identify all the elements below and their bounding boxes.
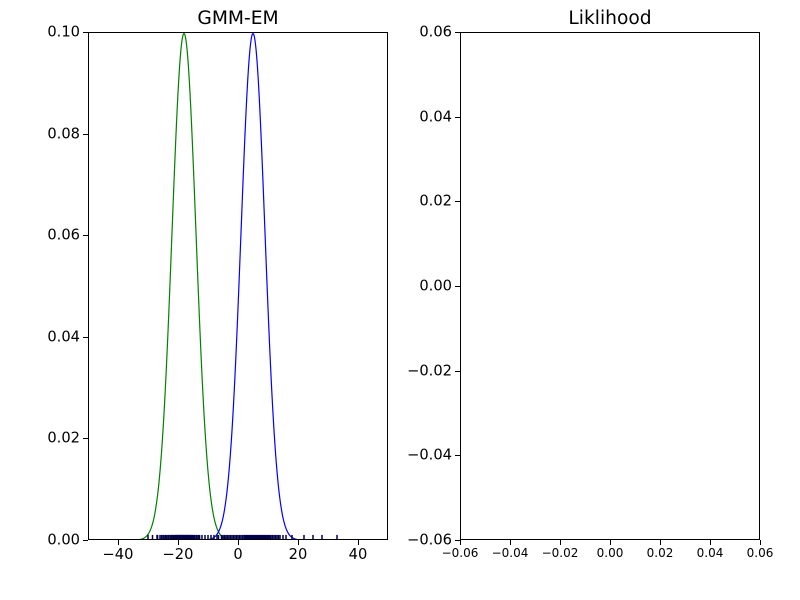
likelihood-plot <box>460 32 760 540</box>
ytick-mark <box>455 371 460 372</box>
xtick-mark <box>460 540 461 545</box>
ytick-label: 0.04 <box>382 108 452 125</box>
xtick-mark <box>760 540 761 545</box>
ytick-label: −0.02 <box>382 362 452 379</box>
ytick-mark <box>455 286 460 287</box>
xtick-label: 0.06 <box>747 546 774 560</box>
ytick-mark <box>83 32 88 33</box>
xtick-label: 0.02 <box>647 546 674 560</box>
gmm-em-axes: GMM-EM −40−20020400.000.020.040.060.080.… <box>88 32 388 540</box>
xtick-label: −0.02 <box>542 546 579 560</box>
ytick-mark <box>455 455 460 456</box>
xtick-label: −0.04 <box>492 546 529 560</box>
ytick-mark <box>455 117 460 118</box>
component-green <box>88 33 388 540</box>
xtick-mark <box>710 540 711 545</box>
xtick-mark <box>358 540 359 545</box>
xtick-label: −20 <box>163 546 194 563</box>
ytick-label: −0.06 <box>382 532 452 549</box>
ytick-mark <box>83 438 88 439</box>
ytick-label: 0.00 <box>382 278 452 295</box>
xtick-mark <box>510 540 511 545</box>
xtick-label: 20 <box>289 546 308 563</box>
component-blue <box>88 33 388 540</box>
xtick-mark <box>610 540 611 545</box>
ytick-label: 0.08 <box>10 125 80 142</box>
ytick-label: 0.10 <box>10 24 80 41</box>
xtick-mark <box>298 540 299 545</box>
xtick-label: 0 <box>233 546 242 563</box>
ytick-label: 0.02 <box>10 430 80 447</box>
xtick-mark <box>178 540 179 545</box>
ytick-label: 0.06 <box>10 227 80 244</box>
xtick-mark <box>118 540 119 545</box>
ytick-mark <box>455 540 460 541</box>
xtick-label: 0.00 <box>597 546 624 560</box>
xtick-label: 0.04 <box>697 546 724 560</box>
ytick-mark <box>455 32 460 33</box>
ytick-label: 0.02 <box>382 193 452 210</box>
ytick-label: 0.06 <box>382 24 452 41</box>
ytick-mark <box>83 337 88 338</box>
figure: GMM-EM −40 −20 0 20 40 0.00 0.02 0.04 0.06 0.08 0.… <box>0 0 800 600</box>
xtick-label: −40 <box>103 546 134 563</box>
ytick-mark <box>455 201 460 202</box>
ytick-label: 0.00 <box>10 532 80 549</box>
gmm-em-title: GMM-EM <box>88 8 388 29</box>
xtick-mark <box>560 540 561 545</box>
likelihood-title: Liklihood <box>460 8 760 29</box>
ytick-mark <box>83 134 88 135</box>
ytick-label: 0.04 <box>10 328 80 345</box>
likelihood-axes: Liklihood −0.06−0.04−0.020.000.020.040.0… <box>460 32 760 540</box>
xtick-label: 40 <box>349 546 368 563</box>
xtick-mark <box>660 540 661 545</box>
ytick-mark <box>83 540 88 541</box>
ytick-mark <box>83 235 88 236</box>
xtick-mark <box>238 540 239 545</box>
ytick-label: −0.04 <box>382 447 452 464</box>
gmm-em-plot <box>88 32 388 540</box>
